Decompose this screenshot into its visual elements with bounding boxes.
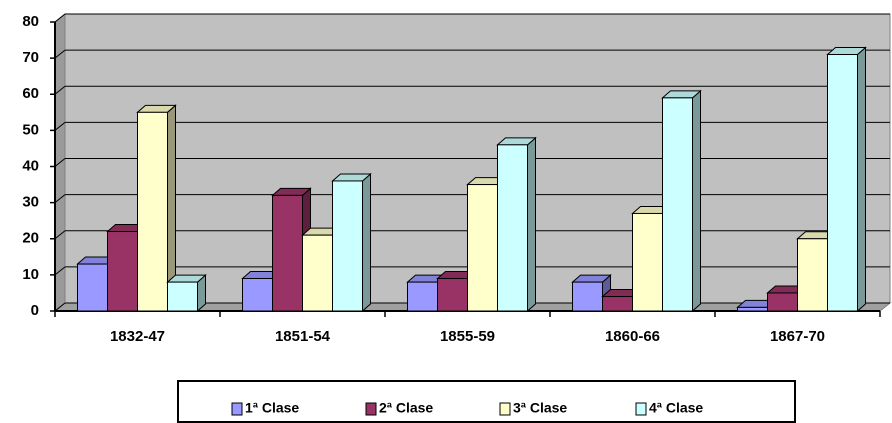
bar-side: [857, 46, 866, 313]
y-tick-label: 30: [22, 194, 39, 211]
legend-label: 1ª Clase: [245, 400, 299, 416]
bar-side: [527, 136, 536, 313]
x-tick-label: 1851-54: [275, 328, 331, 345]
legend-label: 4ª Clase: [649, 400, 703, 416]
bar: [302, 234, 333, 312]
grid-line-side: [54, 85, 66, 95]
bar: [332, 180, 363, 312]
grid-line-side: [54, 194, 66, 204]
grid-line-side: [54, 302, 66, 312]
y-tick-label: 80: [22, 13, 39, 30]
legend-swatch: [635, 402, 647, 416]
bar: [632, 212, 663, 312]
bar: [662, 97, 693, 312]
grid-line-side: [54, 266, 66, 276]
grid-line-side: [54, 121, 66, 131]
bar: [572, 281, 603, 312]
legend-swatch: [231, 402, 243, 416]
x-tick-label: 1860-66: [605, 328, 660, 345]
bar: [272, 194, 303, 312]
legend-box: [177, 380, 796, 423]
bar: [602, 296, 633, 312]
bar: [497, 144, 528, 312]
bar: [797, 238, 828, 312]
bar: [137, 111, 168, 312]
y-tick-label: 50: [22, 121, 39, 138]
bar: [737, 306, 768, 312]
x-tick-label: 1832-47: [110, 328, 165, 345]
x-tick-label: 1867-70: [770, 328, 825, 345]
legend-swatch: [365, 402, 377, 416]
legend-label: 3ª Clase: [513, 400, 567, 416]
bar: [107, 231, 138, 312]
bar-side: [692, 89, 701, 313]
bar: [767, 292, 798, 312]
y-tick-label: 70: [22, 49, 39, 66]
y-tick-label: 20: [22, 230, 39, 247]
bar: [167, 281, 198, 312]
x-tick-label: 1855-59: [440, 328, 495, 345]
grid-line-side: [54, 230, 66, 240]
grid-line-side: [54, 49, 66, 59]
bar: [467, 184, 498, 312]
bar: [77, 263, 108, 312]
legend-label: 2ª Clase: [379, 400, 433, 416]
y-tick-label: 40: [22, 157, 39, 174]
y-tick-label: 0: [31, 302, 39, 319]
bar: [827, 54, 858, 312]
bar: [407, 281, 438, 312]
grid-line-side: [54, 13, 66, 23]
legend-swatch: [499, 402, 511, 416]
bar-side: [362, 172, 371, 313]
bar: [242, 277, 273, 312]
bar: [437, 277, 468, 312]
grid-line-side: [54, 158, 66, 167]
y-tick-label: 60: [22, 85, 39, 102]
y-tick-label: 10: [22, 266, 39, 283]
